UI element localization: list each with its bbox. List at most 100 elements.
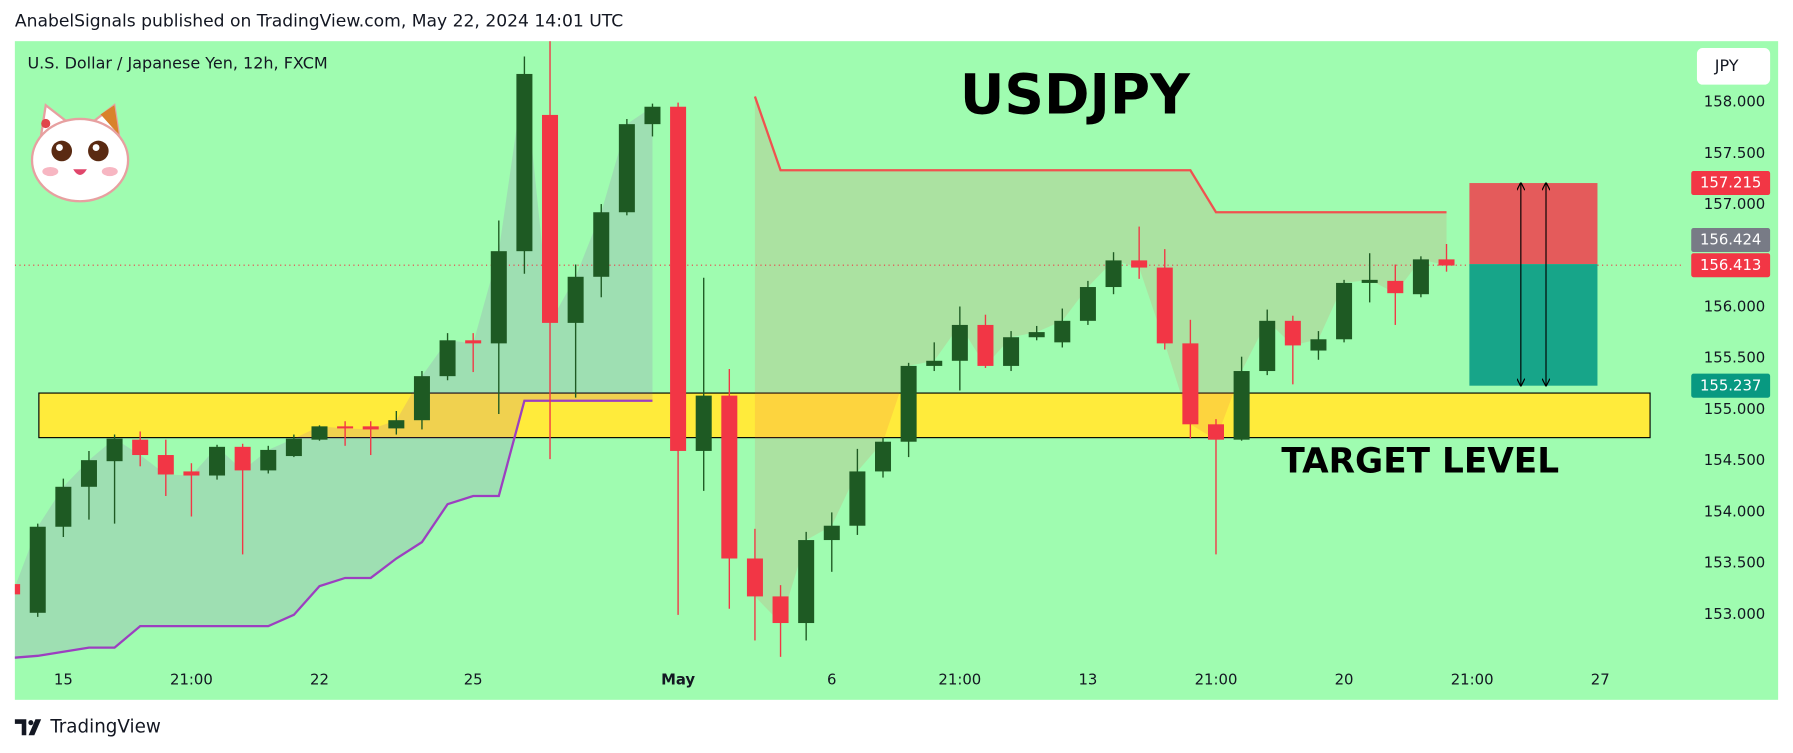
y-tick-label: 153.000 — [1704, 605, 1765, 623]
candle-body — [311, 426, 328, 440]
candle-body — [55, 486, 72, 527]
reward-box — [1469, 264, 1598, 386]
x-tick-label: 21:00 — [938, 670, 981, 688]
x-tick-label: 27 — [1591, 670, 1610, 688]
candle-body — [413, 376, 430, 421]
candle-body — [80, 460, 97, 487]
zone-label: TARGET LEVEL — [1281, 441, 1559, 481]
chart-title: USDJPY — [960, 62, 1191, 126]
candle-body — [1438, 259, 1455, 266]
candle-body — [798, 540, 815, 624]
candle-body — [337, 426, 354, 429]
candle-body — [900, 365, 917, 442]
candle-body — [1412, 259, 1429, 295]
y-tick-label: 155.500 — [1704, 349, 1765, 367]
cloud — [14, 73, 653, 658]
candle-body — [721, 395, 738, 559]
y-tick-label: 153.500 — [1704, 554, 1765, 572]
y-tick-label: 157.000 — [1704, 195, 1765, 213]
y-tick-label: 154.500 — [1704, 451, 1765, 469]
candle-body — [490, 251, 507, 344]
candle-body — [388, 420, 405, 429]
candle-body — [593, 212, 610, 277]
candle-body — [1207, 424, 1224, 440]
x-tick-label: 21:00 — [1195, 670, 1238, 688]
candle-body — [465, 340, 482, 344]
y-tick-label: 154.000 — [1704, 502, 1765, 520]
candle-body — [567, 276, 584, 323]
candle-body — [746, 558, 763, 597]
candle-body — [1310, 339, 1327, 351]
x-tick-label: 21:00 — [170, 670, 213, 688]
overlay-line — [753, 96, 1447, 214]
candle-body — [157, 455, 174, 475]
currency-label[interactable]: JPY — [1714, 56, 1739, 75]
candle-body — [439, 340, 456, 377]
candle-body — [644, 106, 661, 125]
candle-body — [695, 395, 712, 451]
price-label-bg — [1691, 171, 1771, 196]
target-zone — [38, 392, 1651, 439]
overlay-line — [14, 399, 653, 659]
brand: TradingView — [49, 716, 161, 737]
price-label-bg — [1691, 373, 1771, 398]
candle-body — [977, 324, 994, 366]
candle-body — [29, 526, 46, 613]
x-tick-label: 6 — [827, 670, 836, 688]
y-tick-label: 158.000 — [1704, 93, 1765, 111]
candle-body — [849, 471, 866, 526]
currency-button[interactable]: JPY — [1696, 48, 1771, 85]
candle-body — [1131, 260, 1148, 268]
candle-body — [106, 438, 123, 462]
y-tick-label: 157.500 — [1704, 144, 1765, 162]
candle-body — [260, 449, 277, 471]
candle-body — [285, 438, 302, 457]
header: AnabelSignals published on TradingView.c… — [15, 12, 623, 32]
candle-body — [1233, 371, 1250, 440]
x-tick-label: 21:00 — [1451, 670, 1494, 688]
price-label: 156.424 — [1700, 231, 1761, 249]
candle-body — [183, 471, 200, 476]
candle-body — [1361, 279, 1378, 283]
price-label: 156.413 — [1700, 256, 1761, 274]
candle-body — [1182, 343, 1199, 425]
candle-body — [772, 596, 789, 624]
plot-area — [14, 41, 1681, 659]
x-tick-label: May — [661, 670, 695, 688]
y-tick-label: 156.000 — [1704, 298, 1765, 316]
x-tick-label: 13 — [1078, 670, 1097, 688]
candle-body — [875, 441, 892, 472]
candle-body — [234, 446, 251, 471]
button-frame[interactable] — [1696, 48, 1771, 85]
candle-body — [1284, 320, 1301, 346]
candle-body — [1079, 287, 1096, 321]
price-label: 155.237 — [1700, 376, 1761, 394]
x-tick-label: 20 — [1335, 670, 1354, 688]
candle-body — [1156, 267, 1173, 344]
x-tick-label: 22 — [310, 670, 329, 688]
candle-body — [951, 324, 968, 361]
cloud — [754, 96, 1447, 624]
mascot-icon — [30, 103, 130, 203]
brand-logo — [14, 719, 42, 736]
risk-box — [1469, 183, 1598, 265]
candle-body — [1259, 320, 1276, 372]
candle-body — [670, 106, 687, 451]
candle-body — [132, 439, 149, 456]
price-label: 157.215 — [1700, 174, 1761, 192]
candle-body — [1387, 280, 1404, 294]
candle-body — [926, 360, 943, 366]
x-tick-label: 25 — [464, 670, 483, 688]
y-tick-label: 155.000 — [1704, 400, 1765, 418]
candle-body — [516, 73, 533, 252]
price-label-bg — [1691, 228, 1771, 253]
x-tick-label: 15 — [54, 670, 73, 688]
symbol-label: U.S. Dollar / Japanese Yen, 12h, FXCM — [27, 54, 327, 73]
candle-body — [209, 446, 226, 476]
overlay: TARGET LEVEL 153.000 153.500 154.000 154.500… — [54, 93, 1771, 688]
candle-body — [823, 525, 840, 541]
candle-body — [14, 584, 21, 595]
candle-body — [1054, 320, 1071, 343]
candle-body — [1336, 282, 1353, 340]
